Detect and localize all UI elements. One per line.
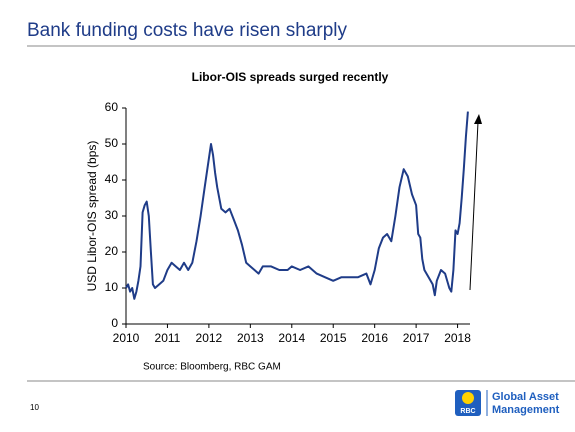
source-note: Source: Bloomberg, RBC GAM bbox=[143, 362, 281, 373]
page-number: 10 bbox=[30, 403, 39, 412]
x-tick-label: 2017 bbox=[403, 331, 430, 345]
y-tick-label: 20 bbox=[105, 244, 119, 258]
x-tick-label: 2013 bbox=[237, 331, 264, 345]
y-tick-label: 10 bbox=[105, 280, 119, 294]
y-tick-label: 60 bbox=[105, 100, 119, 114]
arrow-head bbox=[474, 114, 482, 124]
x-tick-label: 2010 bbox=[113, 331, 140, 345]
y-axis-label: USD Libor-OIS spread (bps) bbox=[85, 141, 99, 292]
x-tick-label: 2014 bbox=[278, 331, 305, 345]
brand-line: Global Asset bbox=[492, 391, 559, 403]
x-tick-label: 2015 bbox=[320, 331, 347, 345]
y-tick-label: 0 bbox=[111, 316, 118, 330]
x-tick-label: 2012 bbox=[196, 331, 223, 345]
logo-lion bbox=[462, 392, 474, 404]
y-tick-label: 50 bbox=[105, 136, 119, 150]
x-tick-label: 2018 bbox=[444, 331, 471, 345]
logo-text: RBC bbox=[460, 408, 475, 415]
brand-line: Management bbox=[492, 404, 560, 416]
chart-title: Libor-OIS spreads surged recently bbox=[192, 70, 389, 84]
y-tick-label: 40 bbox=[105, 172, 119, 186]
y-tick-label: 30 bbox=[105, 208, 119, 222]
x-tick-label: 2011 bbox=[155, 331, 181, 345]
annotation-arrow bbox=[469, 121, 479, 291]
slide-title: Bank funding costs have risen sharply bbox=[27, 20, 348, 41]
data-line bbox=[125, 111, 469, 300]
x-tick-label: 2016 bbox=[361, 331, 388, 345]
